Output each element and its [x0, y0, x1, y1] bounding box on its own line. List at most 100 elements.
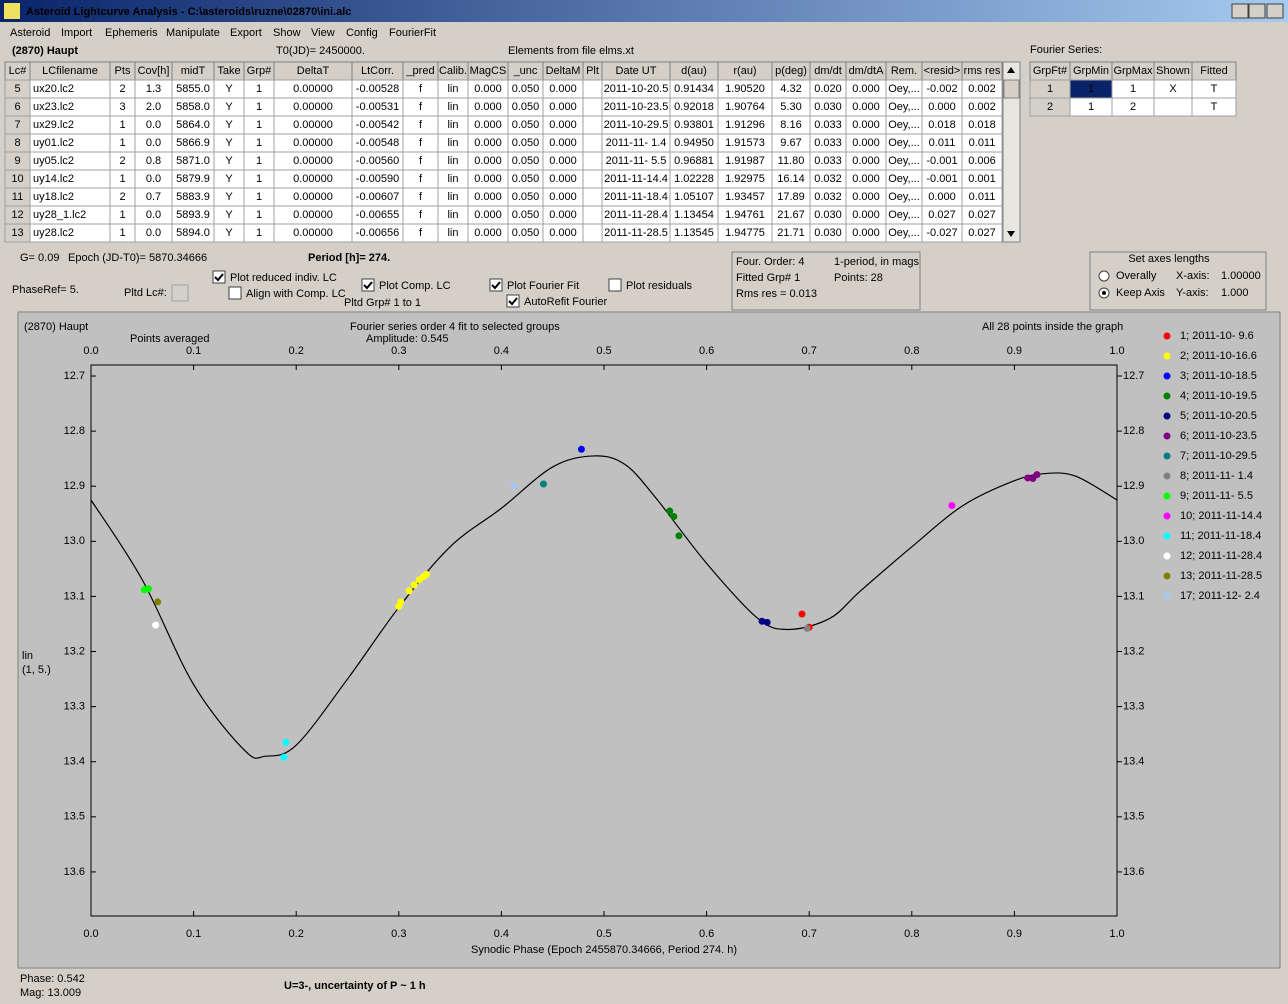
cell-text: -0.00542: [356, 119, 399, 131]
menu-item[interactable]: Config: [346, 27, 378, 39]
checkbox-label[interactable]: Plot reduced indiv. LC: [230, 272, 337, 284]
checkbox-label[interactable]: Plot Fourier Fit: [507, 280, 579, 292]
cell-text: 0.006: [968, 155, 996, 167]
cell-text: Oey,...: [888, 191, 920, 203]
menu-item[interactable]: View: [311, 27, 335, 39]
cell-text: 2: [119, 83, 125, 95]
menu-item[interactable]: Show: [273, 27, 301, 39]
x-tick-label-top: 0.0: [83, 345, 98, 357]
cell-text: lin: [447, 101, 458, 113]
legend-label: 13; 2011-11-28.5: [1180, 570, 1262, 582]
cell-text: 0.000: [474, 137, 502, 149]
checkbox[interactable]: [228, 286, 242, 300]
checkbox-label[interactable]: Plot Comp. LC: [379, 280, 451, 292]
column-header: Calib.: [439, 65, 467, 77]
column-header: <resid>: [924, 65, 961, 77]
annotation: Points averaged: [130, 333, 210, 345]
cell[interactable]: [582, 187, 603, 207]
scroll-down-arrow[interactable]: [1007, 231, 1015, 237]
cell[interactable]: [582, 115, 603, 135]
cell[interactable]: [582, 133, 603, 153]
cell-text: Y: [225, 191, 233, 203]
column-header: Cov[h]: [138, 65, 170, 77]
cell-text: 0.002: [968, 101, 996, 113]
restore-button[interactable]: [1248, 3, 1266, 19]
cell[interactable]: [582, 169, 603, 189]
cell[interactable]: [582, 223, 603, 243]
cell-text: 5866.9: [176, 137, 210, 149]
checkbox[interactable]: [212, 270, 226, 284]
radio-label[interactable]: Overally: [1116, 270, 1157, 282]
cell-text: 1.05107: [674, 191, 714, 203]
menu-item[interactable]: Import: [61, 27, 92, 39]
x-tick-label: 0.2: [289, 928, 304, 940]
legend-label: 7; 2011-10-29.5: [1180, 450, 1257, 462]
cell[interactable]: [582, 151, 603, 171]
cell[interactable]: [582, 79, 603, 99]
column-header: GrpMin: [1073, 65, 1109, 77]
checkbox[interactable]: [489, 278, 503, 292]
fit-info: 1-period, in mags: [834, 256, 919, 268]
radio[interactable]: [1098, 270, 1110, 282]
x-tick-label-top: 0.2: [289, 345, 304, 357]
cell-text: 1.92975: [725, 173, 765, 185]
cell-text: 3: [119, 101, 125, 113]
spinner[interactable]: [171, 284, 189, 302]
checkbox-label[interactable]: AutoRefit Fourier: [524, 296, 607, 308]
cell-text: 0.002: [968, 83, 996, 95]
fit-info: Fitted Grp# 1: [736, 272, 800, 284]
cell[interactable]: [1191, 97, 1237, 117]
cell-text: 1: [1088, 101, 1094, 113]
column-header: Shown: [1156, 65, 1190, 77]
cell-text: 0.030: [814, 209, 842, 221]
cell[interactable]: [1153, 97, 1193, 117]
cell-text: 0.032: [814, 191, 842, 203]
cell[interactable]: [961, 223, 1003, 243]
cell-text: 0.000: [928, 101, 956, 113]
cell-text: 1: [119, 173, 125, 185]
checkbox[interactable]: [608, 278, 622, 292]
close-button[interactable]: [1266, 3, 1284, 19]
cell-text: 0.000: [549, 101, 577, 113]
data-point: [948, 502, 956, 510]
menu-item[interactable]: Asteroid: [10, 27, 50, 39]
checkbox-label[interactable]: Plot residuals: [626, 280, 693, 292]
cell-text: 2011-11-18.4: [604, 191, 668, 203]
elements-label: Elements from file elms.xt: [508, 45, 634, 57]
data-point: [803, 624, 811, 632]
cell-text: 0.93801: [674, 119, 714, 131]
scroll-up-arrow[interactable]: [1007, 67, 1015, 73]
column-header: Fitted: [1200, 65, 1228, 77]
data-point: [1033, 471, 1041, 479]
cell-text: 1: [119, 227, 125, 239]
menu-item[interactable]: Ephemeris: [105, 27, 158, 39]
check-mark: [508, 297, 518, 306]
y-axis-title: lin: [22, 650, 33, 662]
cell-text: -0.00531: [356, 101, 399, 113]
minimize-button[interactable]: [1231, 3, 1249, 19]
cell-text: lin: [447, 191, 458, 203]
menu-item[interactable]: Export: [230, 27, 262, 39]
cell-text: 5879.9: [176, 173, 210, 185]
cell[interactable]: [582, 205, 603, 225]
checkbox-label[interactable]: Align with Comp. LC: [246, 288, 346, 300]
cell-text: 1.90520: [725, 83, 765, 95]
cell-text: 0.000: [474, 209, 502, 221]
period-label: Period [h]= 274.: [308, 252, 390, 264]
checkbox[interactable]: [506, 294, 520, 308]
cell[interactable]: [582, 97, 603, 117]
radio-label[interactable]: Keep Axis: [1116, 287, 1165, 299]
cell-text: 0.000: [549, 227, 577, 239]
scroll-thumb[interactable]: [1003, 79, 1020, 99]
menu-item[interactable]: FourierFit: [389, 27, 436, 39]
cell-text: 1: [256, 101, 262, 113]
column-header: dm/dt: [814, 65, 842, 77]
menu-item[interactable]: Manipulate: [166, 27, 220, 39]
checkbox[interactable]: [361, 278, 375, 292]
cell-text: 1.13454: [674, 209, 714, 221]
cell-text: 1: [119, 137, 125, 149]
column-header: Grp#: [247, 65, 272, 77]
x-tick-label-top: 0.1: [186, 345, 201, 357]
scrollbar[interactable]: [1002, 61, 1021, 243]
